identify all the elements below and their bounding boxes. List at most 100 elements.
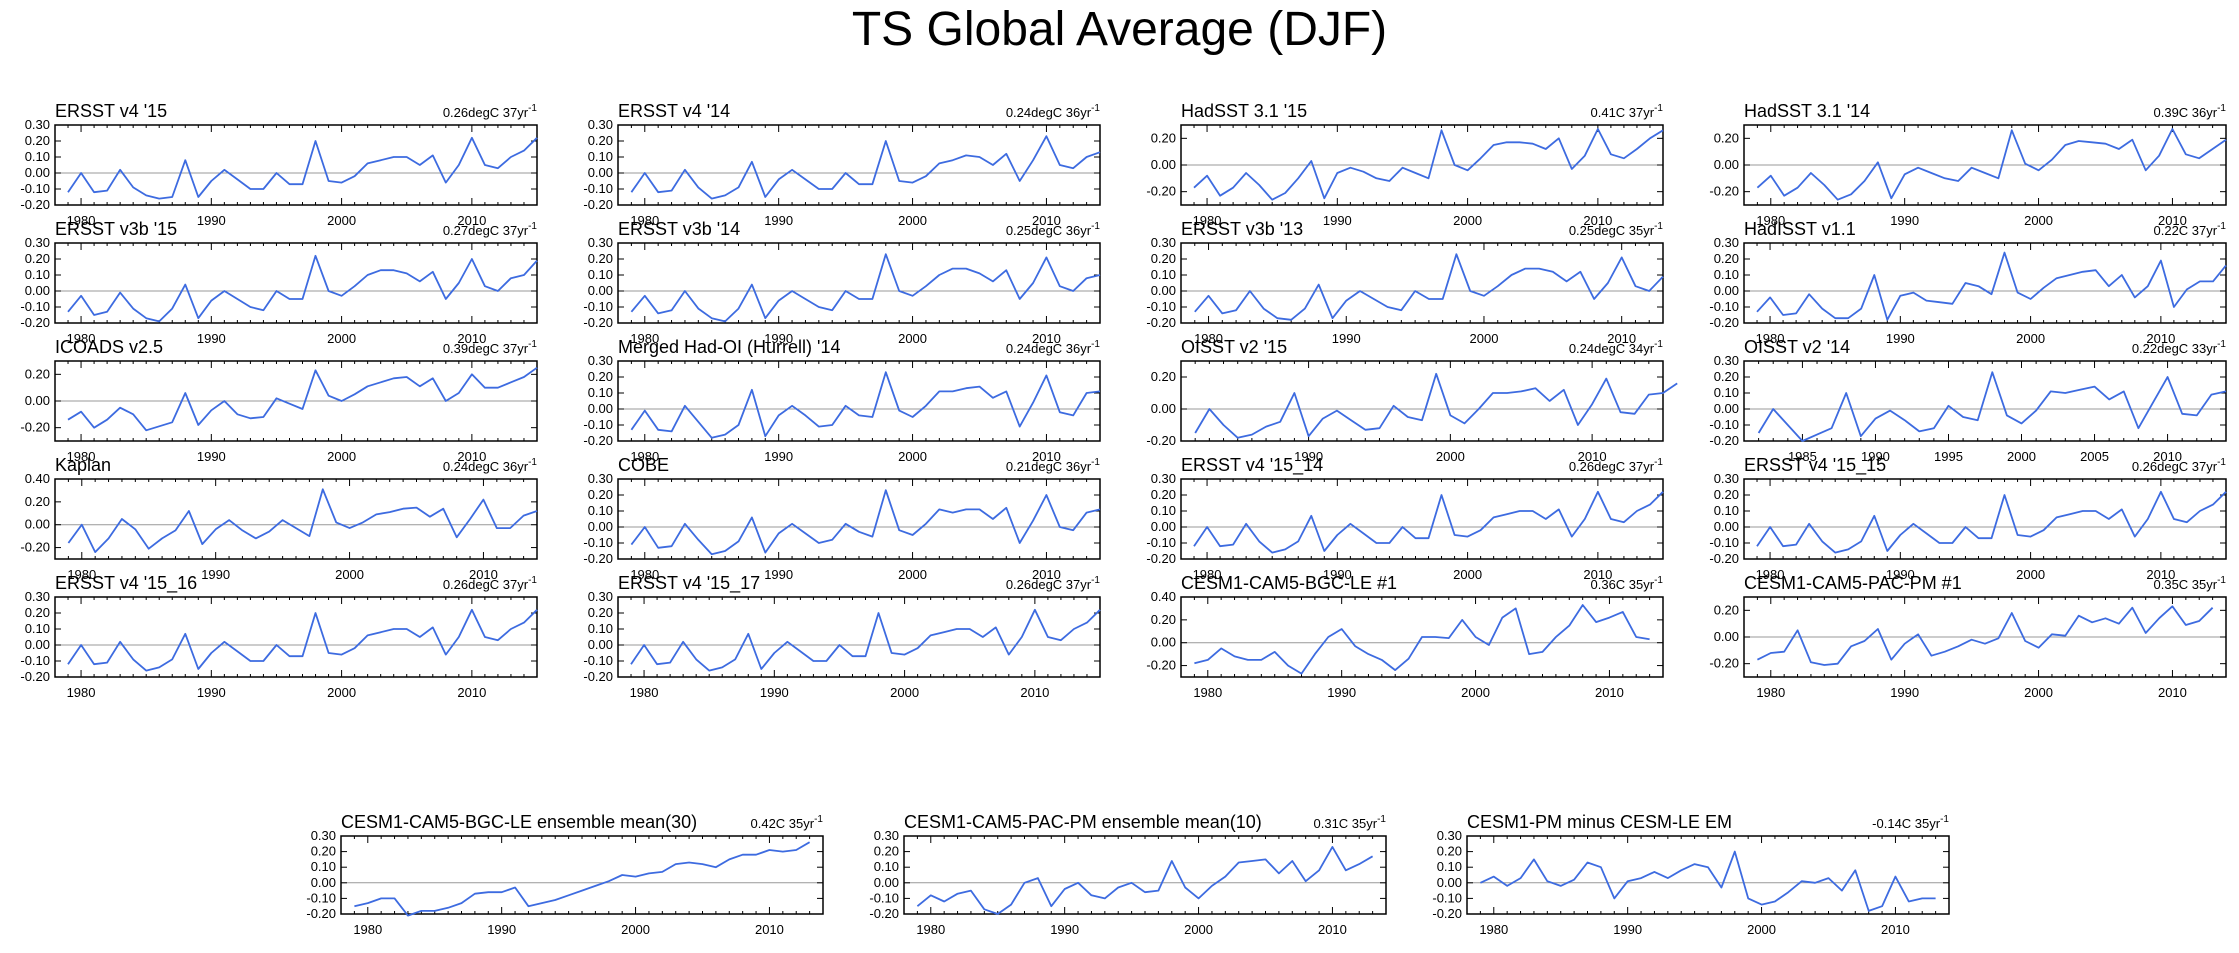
x-tick-label: 2010 bbox=[1583, 213, 1612, 228]
y-tick-label: 0.20 bbox=[1714, 487, 1739, 502]
x-tick-label: 2000 bbox=[327, 331, 356, 346]
trend-exponent: -1 bbox=[1654, 457, 1663, 468]
x-tick-label: 2010 bbox=[457, 449, 486, 464]
y-tick-label: 0.20 bbox=[25, 366, 50, 381]
y-tick-label: -0.20 bbox=[20, 669, 50, 684]
panel-trend: 0.26degC 37yr-1 bbox=[443, 103, 538, 120]
y-tick-label: 0.30 bbox=[1151, 235, 1176, 250]
trend-exponent: -1 bbox=[2217, 339, 2226, 350]
x-tick-label: 2000 bbox=[1436, 449, 1465, 464]
series-line bbox=[1194, 253, 1664, 321]
y-tick-label: 0.10 bbox=[1437, 859, 1462, 874]
trend-value: 0.22degC 33yr bbox=[2132, 341, 2218, 356]
y-tick-label: 0.30 bbox=[1151, 471, 1176, 486]
trend-exponent: -1 bbox=[2217, 457, 2226, 468]
y-tick-label: -0.20 bbox=[1146, 551, 1176, 566]
y-tick-label: 0.20 bbox=[1151, 369, 1176, 384]
y-tick-label: -0.20 bbox=[1146, 315, 1176, 330]
y-tick-label: 0.10 bbox=[588, 503, 613, 518]
panel-trend: 0.26degC 37yr-1 bbox=[1006, 575, 1101, 592]
y-tick-label: -0.10 bbox=[1432, 890, 1462, 905]
x-tick-label: 1995 bbox=[1934, 449, 1963, 464]
y-tick-label: -0.20 bbox=[1709, 315, 1739, 330]
trend-exponent: -1 bbox=[2217, 575, 2226, 586]
panel-trend: 0.36C 35yr-1 bbox=[1591, 575, 1664, 592]
panel-title: ICOADS v2.5 bbox=[55, 337, 163, 357]
trend-exponent: -1 bbox=[1091, 575, 1100, 586]
y-tick-label: -0.10 bbox=[1709, 299, 1739, 314]
y-tick-label: 0.00 bbox=[1714, 283, 1739, 298]
trend-exponent: -1 bbox=[528, 457, 537, 468]
y-tick-label: 0.20 bbox=[1151, 251, 1176, 266]
x-tick-label: 1990 bbox=[1050, 922, 1079, 937]
x-tick-label: 2000 bbox=[1453, 567, 1482, 582]
panel: ERSST v4 '15_16 0.26degC 37yr-1 -0.20-0.10… bbox=[20, 573, 538, 700]
plot-frame bbox=[1743, 360, 2227, 442]
x-tick-label: 1990 bbox=[1323, 567, 1352, 582]
series-line bbox=[1756, 605, 2214, 666]
panel: CESM1-CAM5-BGC-LE ensemble mean(30) 0.42C… bbox=[306, 812, 824, 937]
trend-value: 0.41C 37yr bbox=[1591, 105, 1655, 120]
series-line bbox=[1194, 372, 1678, 439]
y-tick-label: 0.20 bbox=[588, 133, 613, 148]
panel-trend: 0.27degC 37yr-1 bbox=[443, 221, 538, 238]
y-tick-label: -0.20 bbox=[1432, 906, 1462, 921]
plot-frame bbox=[340, 835, 824, 915]
panel-title: Merged Had-OI (Hurrell) '14 bbox=[618, 337, 841, 357]
panel-title: CESM1-CAM5-PAC-PM #1 bbox=[1744, 573, 1962, 593]
trend-exponent: -1 bbox=[1091, 339, 1100, 350]
panel: ERSST v4 '15_17 0.26degC 37yr-1 -0.20-0.10… bbox=[583, 573, 1101, 700]
y-tick-label: 0.20 bbox=[1151, 130, 1176, 145]
y-tick-label: 0.10 bbox=[1714, 503, 1739, 518]
trend-exponent: -1 bbox=[528, 221, 537, 232]
panel: Kaplan 0.24degC 36yr-1 -0.20 0.00 0.20 0.40 19… bbox=[20, 455, 538, 582]
x-tick-label: 1980 bbox=[67, 685, 96, 700]
y-tick-label: 0.20 bbox=[1151, 487, 1176, 502]
series-line bbox=[1756, 490, 2227, 554]
x-tick-label: 2000 bbox=[327, 449, 356, 464]
panel-title: COBE bbox=[618, 455, 669, 475]
trend-value: 0.24degC 36yr bbox=[1006, 105, 1092, 120]
plot-frame bbox=[617, 478, 1101, 560]
y-tick-label: 0.20 bbox=[1714, 369, 1739, 384]
y-tick-label: -0.10 bbox=[1146, 535, 1176, 550]
x-tick-label: 1990 bbox=[197, 331, 226, 346]
y-tick-label: 0.30 bbox=[1714, 353, 1739, 368]
series-line bbox=[1193, 128, 1664, 201]
x-tick-label: 2000 bbox=[621, 922, 650, 937]
y-tick-label: -0.10 bbox=[20, 299, 50, 314]
trend-value: 0.26degC 37yr bbox=[443, 105, 529, 120]
y-tick-label: 0.20 bbox=[25, 133, 50, 148]
y-tick-label: 0.00 bbox=[1714, 401, 1739, 416]
y-tick-label: -0.10 bbox=[583, 653, 613, 668]
panel-title: ERSST v3b '15 bbox=[55, 219, 177, 239]
x-tick-label: 2005 bbox=[2080, 449, 2109, 464]
x-tick-label: 2010 bbox=[1595, 685, 1624, 700]
panel-title: HadSST 3.1 '14 bbox=[1744, 101, 1870, 121]
panel-title: Kaplan bbox=[55, 455, 111, 475]
x-tick-label: 2000 bbox=[2016, 567, 2045, 582]
y-tick-label: -0.10 bbox=[1709, 535, 1739, 550]
x-tick-label: 2000 bbox=[890, 685, 919, 700]
y-tick-label: -0.10 bbox=[306, 890, 336, 905]
trend-value: 0.22C 37yr bbox=[2154, 223, 2218, 238]
trend-value: -0.14C 35yr bbox=[1872, 816, 1941, 831]
y-tick-label: 0.40 bbox=[25, 471, 50, 486]
y-tick-label: 0.30 bbox=[1714, 235, 1739, 250]
x-tick-label: 1990 bbox=[487, 922, 516, 937]
x-tick-label: 1990 bbox=[1861, 449, 1890, 464]
trend-value: 0.27degC 37yr bbox=[443, 223, 529, 238]
x-tick-label: 2010 bbox=[1032, 449, 1061, 464]
y-tick-label: -0.10 bbox=[1146, 299, 1176, 314]
y-tick-label: 0.00 bbox=[25, 637, 50, 652]
y-tick-label: 0.00 bbox=[1151, 283, 1176, 298]
series-line bbox=[67, 488, 538, 553]
x-tick-label: 1980 bbox=[916, 922, 945, 937]
series-line bbox=[630, 253, 1101, 323]
y-tick-label: 0.30 bbox=[588, 117, 613, 132]
y-tick-label: 0.00 bbox=[1151, 519, 1176, 534]
panel-trend: 0.24degC 36yr-1 bbox=[1006, 103, 1101, 120]
y-tick-label: 0.00 bbox=[588, 401, 613, 416]
panel-title: CESM1-PM minus CESM-LE EM bbox=[1467, 812, 1732, 832]
panel-trend: 0.26degC 37yr-1 bbox=[443, 575, 538, 592]
